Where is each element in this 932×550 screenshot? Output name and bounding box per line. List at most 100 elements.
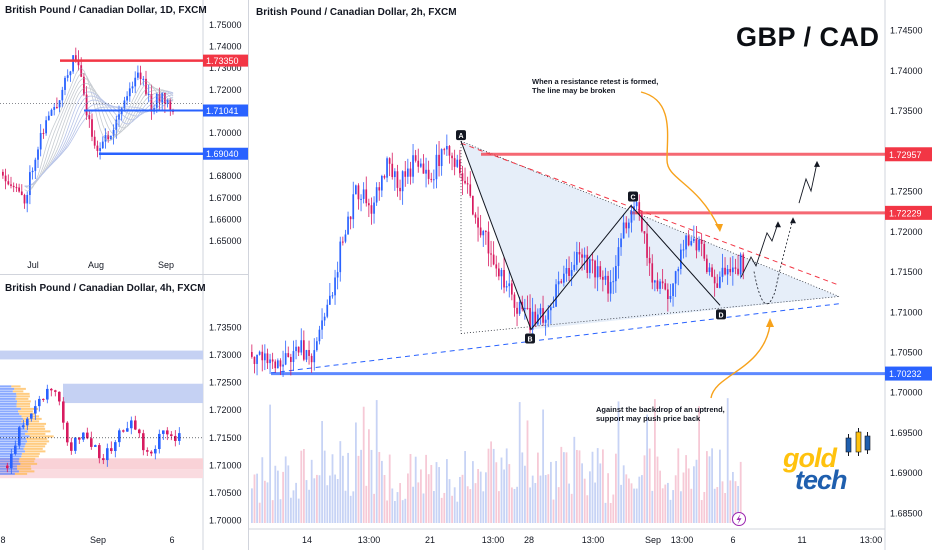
main-volume-bar (313, 478, 316, 523)
h4-vp-bar-up (0, 440, 28, 443)
daily-candle (169, 99, 172, 111)
main-candle (414, 155, 417, 161)
main-candle (693, 238, 695, 242)
main-candle (271, 359, 274, 362)
note-resistance-retest: When a resistance retest is formed, The … (532, 77, 658, 95)
main-volume-bar (425, 454, 427, 523)
main-volume-bar (492, 448, 495, 523)
main-candle (568, 268, 570, 276)
daily-candle (2, 171, 4, 176)
main-x-tick-label: 28 (524, 535, 534, 545)
main-candle (477, 217, 479, 228)
h4-vp-bar-down (14, 387, 26, 390)
h4-vp-bar-up (0, 405, 17, 408)
daily-candle (29, 172, 31, 195)
h4-vp-bar-down (22, 417, 42, 420)
main-candle (508, 283, 511, 287)
h4-vp-bar-down (24, 427, 46, 430)
main-candle (635, 202, 638, 207)
h4-vp-bar-down (18, 410, 33, 413)
main-volume-bar (261, 457, 264, 523)
main-volume-bar (295, 482, 297, 523)
main-candle (323, 316, 326, 321)
main-pattern-upper-edge (460, 140, 840, 297)
main-volume-bar (297, 498, 300, 523)
h4-vp-bar-down (21, 455, 39, 458)
h4-vp-bar-down (21, 420, 40, 423)
h4-vp-bar-down (25, 422, 47, 425)
main-candle (388, 158, 391, 164)
main-candle (487, 231, 490, 254)
main-volume-bar (573, 436, 576, 523)
main-candle (518, 301, 521, 314)
h4-vp-bar-down (14, 472, 28, 475)
note-resistance-line-1: When a resistance retest is formed, (532, 77, 659, 86)
h4-vp-bar-up (0, 467, 18, 470)
logo-candle-body (864, 435, 871, 451)
main-volume-bar (711, 448, 713, 523)
main-candle (708, 267, 711, 273)
main-candle (729, 268, 732, 273)
main-volume-bar (552, 499, 555, 523)
main-volume-bar (721, 481, 724, 523)
main-volume-bar (318, 475, 321, 523)
main-volume-bar (435, 462, 438, 523)
main-y-tick-label: 1.70000 (890, 388, 923, 398)
main-candle (352, 194, 355, 220)
main-volume-bar (347, 452, 349, 523)
main-volume-bar (485, 472, 487, 523)
main-candle (305, 350, 308, 360)
h4-candle (74, 437, 77, 451)
main-forecast-breakout-2 (798, 162, 818, 204)
main-candle (313, 350, 316, 363)
main-candle (599, 266, 602, 277)
main-volume-bar (739, 461, 742, 523)
main-x-tick-label: 13:00 (582, 535, 605, 545)
main-volume-bar (279, 499, 282, 523)
main-volume-bar (635, 488, 638, 523)
main-candle (342, 241, 344, 243)
h4-candle (90, 438, 93, 447)
main-candle (417, 160, 420, 167)
h4-candle (150, 451, 153, 454)
daily-candle (31, 170, 34, 173)
h4-candle (138, 429, 141, 434)
h4-vp-bar-up (0, 447, 24, 450)
main-chart-title: British Pound / Canadian Dollar, 2h, FXC… (256, 7, 457, 18)
main-candle (407, 168, 409, 177)
h4-vp-bar-up (0, 397, 16, 400)
main-level-label-3: 1.70232 (889, 369, 922, 379)
h4-vp-bar-up (0, 422, 26, 425)
main-volume-bar (409, 454, 412, 523)
main-candle (375, 187, 378, 203)
main-candle (357, 185, 360, 200)
main-volume-bar (633, 488, 635, 523)
main-x-tick-label: 13:00 (860, 535, 883, 545)
main-candle (589, 259, 591, 273)
h4-candle (178, 433, 181, 441)
main-chart-panel[interactable]: A B C D 1.74500 1.74000 1.73500 1.72500 1.72000 1… (249, 0, 932, 550)
daily-chart-panel[interactable]: 1.750001.740001.730001.720001.710001.700… (0, 0, 248, 274)
panel-divider[interactable] (248, 0, 249, 550)
main-candle (443, 149, 446, 151)
left-panel-divider[interactable] (0, 274, 248, 275)
h4-vp-bar-down (24, 450, 46, 453)
h4-y-tick-label: 1.70000 (209, 516, 242, 526)
main-y-tick-label: 1.74500 (890, 26, 923, 36)
main-forecast-breakout-1 (740, 223, 779, 278)
main-volume-bar (344, 490, 347, 523)
main-candle (456, 159, 459, 167)
main-volume-bar (391, 488, 394, 523)
h4-candle (118, 430, 121, 443)
main-volume-bar (284, 456, 287, 523)
h4-candle (82, 432, 85, 440)
daily-candle (85, 94, 88, 116)
main-volume-bar (420, 469, 422, 523)
h4-y-tick-label: 1.73000 (209, 350, 242, 360)
daily-level-label-1-bg (203, 54, 248, 67)
main-volume-bar (534, 483, 537, 523)
h4-chart-panel[interactable]: 1.73500 1.73000 1.72500 1.72000 1.71500 1.710… (0, 275, 248, 550)
main-candle (557, 281, 560, 285)
daily-candle (139, 72, 142, 80)
main-y-tick-label: 1.69000 (890, 468, 923, 478)
